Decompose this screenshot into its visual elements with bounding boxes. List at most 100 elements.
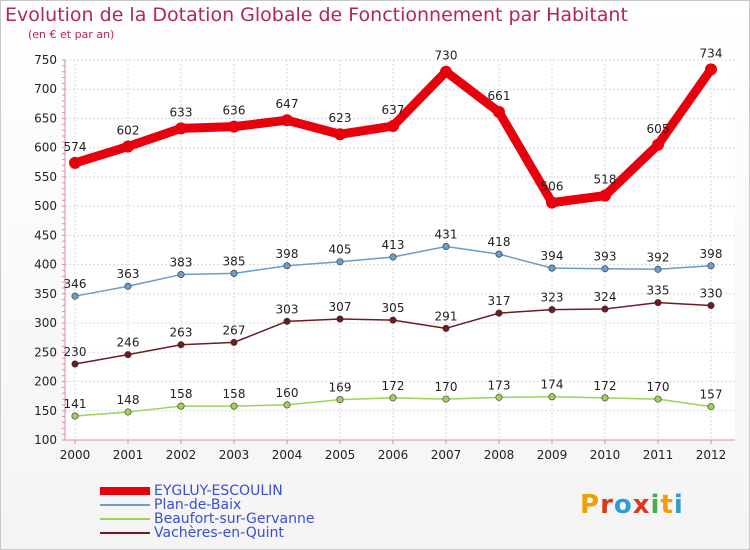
data-label: 398 (700, 247, 723, 261)
data-point (599, 189, 611, 202)
data-point (601, 305, 609, 313)
legend-swatch (100, 518, 150, 520)
logo-letter: r (600, 490, 614, 520)
data-label: 605 (647, 122, 670, 136)
data-label: 413 (382, 238, 405, 252)
logo-letter: i (650, 490, 661, 520)
chart-subtitle: (en € et par an) (28, 28, 115, 41)
data-label: 323 (541, 291, 564, 305)
data-point (493, 106, 505, 119)
data-point (548, 393, 556, 401)
y-tick-label: 200 (34, 375, 57, 389)
data-label: 661 (488, 89, 511, 103)
data-point (495, 393, 503, 401)
data-label: 431 (435, 227, 458, 241)
x-tick-label: 2008 (484, 448, 515, 462)
data-label: 160 (276, 386, 299, 400)
x-tick-label: 2012 (696, 448, 727, 462)
data-point (124, 408, 132, 416)
data-label: 385 (223, 254, 246, 268)
y-tick-label: 500 (34, 199, 57, 213)
data-point (334, 128, 346, 141)
data-label: 148 (117, 393, 140, 407)
data-point (654, 265, 662, 273)
data-label: 330 (700, 287, 723, 301)
data-point (387, 120, 399, 133)
data-label: 392 (647, 250, 670, 264)
data-label: 393 (594, 250, 617, 264)
data-label: 291 (435, 309, 458, 323)
data-point (122, 140, 134, 153)
data-label: 405 (329, 243, 352, 257)
x-tick-label: 2005 (325, 448, 356, 462)
data-label: 267 (223, 323, 246, 337)
data-label: 173 (488, 378, 511, 392)
logo-letter: i (673, 490, 684, 520)
data-label: 170 (435, 380, 458, 394)
data-label: 637 (382, 103, 405, 117)
data-label: 169 (329, 381, 352, 395)
y-tick-label: 350 (34, 287, 57, 301)
data-point (548, 306, 556, 314)
chart-title: Evolution de la Dotation Globale de Fonc… (5, 4, 628, 26)
data-point (283, 317, 291, 325)
chart-legend: EYGLUY-ESCOULIN Plan-de-Baix Beaufort-sur-… (100, 483, 315, 541)
data-label: 157 (700, 388, 723, 402)
data-point (71, 412, 79, 420)
data-point (71, 360, 79, 368)
data-point (705, 63, 717, 76)
data-point (124, 282, 132, 290)
data-point (281, 114, 293, 127)
data-point (546, 196, 558, 209)
data-label: 602 (117, 124, 140, 138)
data-point (442, 395, 450, 403)
data-label: 174 (541, 378, 564, 392)
data-point (228, 120, 240, 133)
data-point (283, 401, 291, 409)
legend-item: EYGLUY-ESCOULIN (100, 483, 315, 499)
data-point (336, 258, 344, 266)
data-label: 305 (382, 301, 405, 315)
data-label: 506 (541, 180, 564, 194)
x-tick-label: 2000 (60, 448, 91, 462)
x-tick-label: 2006 (378, 448, 409, 462)
data-label: 317 (488, 294, 511, 308)
y-tick-label: 450 (34, 228, 57, 242)
legend-item: Plan-de-Baix (100, 497, 315, 513)
data-point (654, 395, 662, 403)
data-label: 363 (117, 267, 140, 281)
data-label: 170 (647, 380, 670, 394)
legend-swatch (100, 487, 150, 495)
data-label: 647 (276, 97, 299, 111)
y-tick-label: 700 (34, 82, 57, 96)
data-label: 636 (223, 104, 246, 118)
legend-label: Beaufort-sur-Gervanne (154, 511, 315, 527)
data-label: 324 (594, 290, 617, 304)
data-label: 335 (647, 284, 670, 298)
data-label: 230 (64, 345, 87, 359)
data-point (495, 309, 503, 317)
proxiti-logo: Proxiti (580, 490, 684, 520)
y-tick-label: 300 (34, 316, 57, 330)
legend-item: Vachères-en-Quint (100, 525, 315, 541)
data-point (442, 324, 450, 332)
data-label: 518 (594, 173, 617, 187)
data-label: 418 (488, 235, 511, 249)
y-tick-label: 100 (34, 433, 57, 447)
logo-letter: x (632, 490, 651, 520)
data-label: 623 (329, 111, 352, 125)
data-point (654, 299, 662, 307)
data-point (601, 265, 609, 273)
logo-letter: t (660, 490, 674, 520)
data-label: 734 (700, 46, 723, 60)
data-point (230, 402, 238, 410)
data-label: 158 (170, 387, 193, 401)
data-point (389, 316, 397, 324)
data-point (177, 341, 185, 349)
data-point (440, 65, 452, 78)
data-point (389, 253, 397, 261)
legend-swatch (100, 532, 150, 534)
data-point (230, 269, 238, 277)
data-point (707, 262, 715, 270)
x-tick-label: 2011 (643, 448, 674, 462)
